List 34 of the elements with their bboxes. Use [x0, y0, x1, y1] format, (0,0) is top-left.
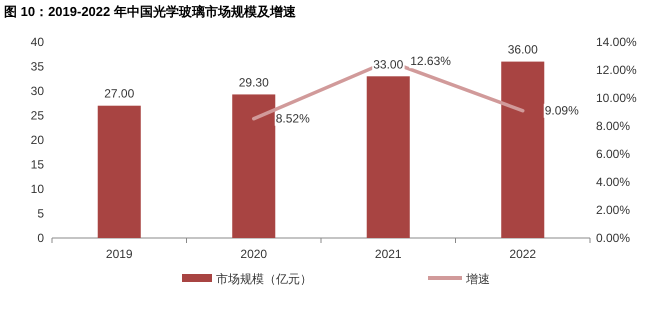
- data-label: 12.63%: [410, 54, 452, 68]
- y-tick-label: 25: [30, 108, 44, 122]
- y-tick-label: 5: [37, 206, 44, 220]
- bar: [232, 94, 276, 238]
- x-tick-label: 2022: [509, 247, 536, 261]
- legend-label: 增速: [465, 272, 490, 286]
- y-tick-label: 30: [30, 84, 44, 98]
- bar: [501, 62, 544, 238]
- legend-label: 市场规模（亿元）: [216, 272, 312, 286]
- y2-tick-label: 2.00%: [596, 203, 630, 217]
- chart-title: 图 10：2019-2022 年中国光学玻璃市场规模及增速: [4, 4, 297, 19]
- data-label: 8.52%: [276, 112, 310, 126]
- y-tick-label: 20: [30, 133, 44, 147]
- bar: [366, 76, 410, 238]
- x-tick-label: 2021: [374, 247, 402, 261]
- y2-tick-label: 6.00%: [596, 147, 630, 161]
- data-label: 27.00: [104, 86, 135, 101]
- bar: [98, 106, 141, 238]
- y-tick-label: 35: [30, 60, 44, 74]
- y2-tick-label: 10.00%: [596, 91, 638, 105]
- y2-tick-label: 4.00%: [596, 175, 630, 189]
- y2-tick-label: 8.00%: [596, 119, 630, 133]
- y2-tick-label: 12.00%: [596, 63, 638, 77]
- data-label: 36.00: [508, 42, 538, 57]
- x-tick-label: 2019: [106, 247, 133, 261]
- y2-tick-label: 14.00%: [596, 35, 638, 49]
- y-tick-label: 40: [30, 35, 44, 49]
- y-tick-label: 10: [30, 182, 44, 196]
- data-label: 29.30: [238, 75, 270, 90]
- y-tick-label: 15: [30, 158, 44, 172]
- y2-tick-label: 0.00%: [596, 231, 630, 245]
- x-tick-label: 2020: [240, 247, 268, 261]
- y-tick-label: 0: [37, 231, 44, 245]
- data-label: 9.09%: [544, 104, 580, 118]
